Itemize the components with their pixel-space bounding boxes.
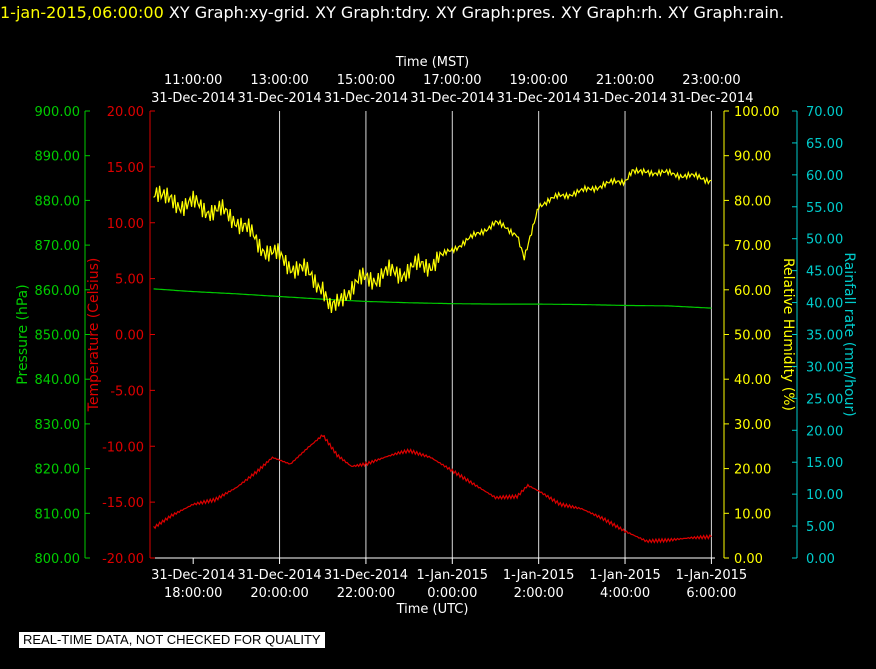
quality-disclaimer: REAL-TIME DATA, NOT CHECKED FOR QUALITY bbox=[19, 632, 325, 648]
x-tick-label-date: 1-Jan-2015 bbox=[676, 568, 748, 583]
top-tick-label-time: 17:00:00 bbox=[423, 73, 481, 88]
top-tick-label-date: 31-Dec-2014 bbox=[151, 91, 235, 106]
x-axis-label-mst: Time (MST) bbox=[395, 55, 470, 70]
window-header: 1-jan-2015,06:00:00 XY Graph:xy-grid. XY… bbox=[0, 0, 784, 28]
x-axis-label-utc: Time (UTC) bbox=[396, 602, 469, 617]
x-tick-label-date: 31-Dec-2014 bbox=[151, 568, 235, 583]
pressure-tick-label: 880.00 bbox=[35, 194, 81, 209]
rain-tick-label: 25.00 bbox=[806, 392, 843, 407]
pressure-tick-label: 900.00 bbox=[35, 105, 81, 120]
rain-tick-label: 55.00 bbox=[806, 201, 843, 216]
top-tick-label-date: 31-Dec-2014 bbox=[669, 91, 753, 106]
temperature-tick-label: -15.00 bbox=[102, 496, 144, 511]
pressure-tick-label: 820.00 bbox=[35, 463, 81, 478]
top-tick-label-date: 31-Dec-2014 bbox=[324, 91, 408, 106]
humidity-tick-label: 20.00 bbox=[734, 463, 771, 478]
top-tick-label-time: 19:00:00 bbox=[509, 73, 567, 88]
x-tick-label-date: 1-Jan-2015 bbox=[417, 568, 489, 583]
temperature-tick-label: 0.00 bbox=[115, 329, 144, 344]
rain-tick-label: 40.00 bbox=[806, 297, 843, 312]
x-tick-label-time: 20:00:00 bbox=[250, 586, 308, 601]
rain-tick-label: 65.00 bbox=[806, 137, 843, 152]
top-tick-label-date: 31-Dec-2014 bbox=[237, 91, 321, 106]
temperature-axis-title: Temperature (Celsius) bbox=[86, 258, 102, 413]
humidity-series-line bbox=[153, 166, 712, 313]
graph-name-pres: XY Graph:pres. bbox=[435, 3, 556, 22]
humidity-axis-title: Relative Humidity (%) bbox=[780, 258, 796, 411]
rain-tick-label: 50.00 bbox=[806, 233, 843, 248]
top-tick-label-date: 31-Dec-2014 bbox=[583, 91, 667, 106]
top-tick-label-date: 31-Dec-2014 bbox=[410, 91, 494, 106]
humidity-tick-label: 80.00 bbox=[734, 194, 771, 209]
pressure-series-line bbox=[153, 288, 712, 309]
rain-tick-label: 70.00 bbox=[806, 105, 843, 120]
x-tick-label-time: 2:00:00 bbox=[514, 586, 564, 601]
temperature-tick-label: 15.00 bbox=[107, 161, 144, 176]
pressure-tick-label: 830.00 bbox=[35, 418, 81, 433]
top-tick-label-time: 15:00:00 bbox=[337, 73, 395, 88]
x-tick-label-time: 22:00:00 bbox=[337, 586, 395, 601]
pressure-tick-label: 850.00 bbox=[35, 329, 81, 344]
rain-tick-label: 15.00 bbox=[806, 456, 843, 471]
humidity-tick-label: 50.00 bbox=[734, 329, 771, 344]
humidity-tick-label: 100.00 bbox=[734, 105, 780, 120]
temperature-tick-label: 20.00 bbox=[107, 105, 144, 120]
pressure-tick-label: 840.00 bbox=[35, 373, 81, 388]
top-tick-label-time: 21:00:00 bbox=[596, 73, 654, 88]
pressure-tick-label: 860.00 bbox=[35, 284, 81, 299]
x-tick-label-date: 1-Jan-2015 bbox=[589, 568, 661, 583]
top-tick-label-date: 31-Dec-2014 bbox=[497, 91, 581, 106]
top-tick-label-time: 11:00:00 bbox=[164, 73, 222, 88]
x-tick-label-time: 18:00:00 bbox=[164, 586, 222, 601]
temperature-tick-label: -20.00 bbox=[102, 552, 144, 567]
x-tick-label-time: 6:00:00 bbox=[686, 586, 736, 601]
top-tick-label-time: 13:00:00 bbox=[250, 73, 308, 88]
humidity-tick-label: 30.00 bbox=[734, 418, 771, 433]
graph-name-rh: XY Graph:rh. bbox=[560, 3, 663, 22]
pressure-axis-title: Pressure (hPa) bbox=[15, 284, 31, 384]
x-tick-label-time: 0:00:00 bbox=[427, 586, 477, 601]
rain-axis-title: Rainfall rate (mm/hour) bbox=[841, 252, 857, 416]
pressure-tick-label: 810.00 bbox=[35, 507, 81, 522]
timestamp-label: 1-jan-2015,06:00:00 bbox=[0, 3, 164, 22]
temperature-tick-label: 5.00 bbox=[115, 273, 144, 288]
rain-tick-label: 30.00 bbox=[806, 360, 843, 375]
temperature-tick-label: -10.00 bbox=[102, 440, 144, 455]
graph-name-rain: XY Graph:rain. bbox=[667, 3, 785, 22]
pressure-tick-label: 890.00 bbox=[35, 150, 81, 165]
rain-tick-label: 10.00 bbox=[806, 488, 843, 503]
graph-name-tdry: XY Graph:tdry. bbox=[315, 3, 431, 22]
temperature-tick-label: -5.00 bbox=[110, 384, 144, 399]
rain-tick-label: 5.00 bbox=[806, 520, 835, 535]
humidity-tick-label: 90.00 bbox=[734, 150, 771, 165]
graph-name-grid: XY Graph:xy-grid. bbox=[168, 3, 311, 22]
x-tick-label-time: 4:00:00 bbox=[600, 586, 650, 601]
humidity-tick-label: 70.00 bbox=[734, 239, 771, 254]
rain-tick-label: 0.00 bbox=[806, 552, 835, 567]
x-tick-label-date: 31-Dec-2014 bbox=[324, 568, 408, 583]
humidity-tick-label: 10.00 bbox=[734, 507, 771, 522]
top-tick-label-time: 23:00:00 bbox=[682, 73, 740, 88]
rain-tick-label: 60.00 bbox=[806, 169, 843, 184]
temperature-tick-label: 10.00 bbox=[107, 217, 144, 232]
x-tick-label-date: 31-Dec-2014 bbox=[237, 568, 321, 583]
humidity-tick-label: 40.00 bbox=[734, 373, 771, 388]
rain-tick-label: 20.00 bbox=[806, 424, 843, 439]
rain-tick-label: 45.00 bbox=[806, 265, 843, 280]
rain-tick-label: 35.00 bbox=[806, 329, 843, 344]
humidity-tick-label: 60.00 bbox=[734, 284, 771, 299]
pressure-tick-label: 870.00 bbox=[35, 239, 81, 254]
temperature-series-line bbox=[153, 434, 712, 544]
pressure-tick-label: 800.00 bbox=[35, 552, 81, 567]
x-tick-label-date: 1-Jan-2015 bbox=[503, 568, 575, 583]
humidity-tick-label: 0.00 bbox=[734, 552, 763, 567]
